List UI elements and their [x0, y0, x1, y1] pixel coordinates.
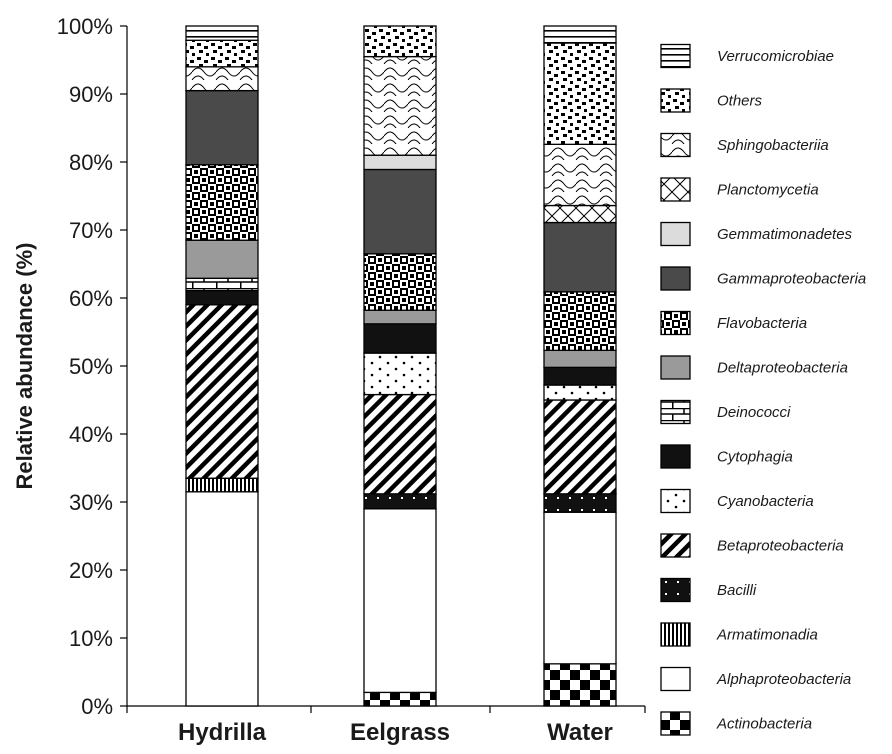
legend-swatch: [660, 88, 691, 113]
bar-segment: [363, 508, 437, 694]
y-tick-label: 60%: [69, 286, 113, 311]
bars: [185, 25, 617, 707]
legend-swatch: [660, 177, 691, 202]
y-tick-label: 40%: [69, 422, 113, 447]
bar-segment: [363, 493, 437, 510]
legend-label: Armatimonadia: [716, 627, 818, 644]
x-tick-label: Hydrilla: [178, 719, 267, 746]
y-tick-label: 30%: [69, 490, 113, 515]
bar-segment: [363, 168, 437, 255]
bar-segment: [363, 154, 437, 171]
bar-segment: [363, 323, 437, 354]
legend-label: Cyanobacteria: [717, 493, 814, 510]
bar-segment: [543, 291, 617, 352]
legend-swatch: [660, 488, 691, 514]
bar-segment: [185, 239, 259, 279]
legend-label: Planctomycetia: [717, 182, 819, 199]
bar-segment: [543, 25, 617, 44]
legend-label: Deinococci: [717, 404, 791, 421]
legend-swatch: [660, 221, 691, 247]
bar-segment: [363, 393, 437, 495]
legend: Verrucomicrobiae Others Sphingobacteriia Pl…: [660, 43, 866, 736]
bar-segment: [543, 221, 617, 293]
legend-label: Deltaproteobacteria: [717, 360, 848, 377]
bar-segment: [185, 491, 259, 707]
bar-segment: [185, 25, 259, 41]
bar-segment: [363, 691, 437, 707]
bar-segment: [185, 89, 259, 166]
legend-label: Others: [717, 93, 763, 110]
legend-swatch: [660, 132, 691, 158]
legend-label: Bacilli: [717, 582, 757, 599]
legend-swatch: [660, 533, 691, 558]
y-tick-label: 20%: [69, 558, 113, 583]
legend-label: Gemmatimonadetes: [717, 226, 853, 243]
y-tick-label: 70%: [69, 218, 113, 243]
bar-segment: [543, 384, 617, 401]
bar-segment: [363, 25, 437, 58]
bar-segment: [543, 366, 617, 386]
y-tick-label: 80%: [69, 150, 113, 175]
bar-segment: [543, 349, 617, 369]
bar-segment: [543, 493, 617, 513]
y-tick-label: 50%: [69, 354, 113, 379]
legend-swatch: [660, 43, 691, 69]
legend-swatch: [660, 622, 691, 647]
y-axis-label: Relative abundance (%): [12, 243, 37, 490]
bar-segment: [185, 304, 259, 479]
y-tick-label: 90%: [69, 82, 113, 107]
bar-segment: [185, 277, 259, 292]
x-tick-label: Eelgrass: [350, 719, 450, 746]
legend-swatch: [660, 355, 691, 380]
bar-segment: [185, 66, 259, 92]
legend-label: Alphaproteobacteria: [716, 671, 851, 688]
legend-label: Actinobacteria: [716, 716, 812, 733]
legend-label: Flavobacteria: [717, 315, 807, 332]
bar-segment: [185, 39, 259, 68]
bar-segment: [543, 42, 617, 145]
legend-swatch: [660, 666, 691, 692]
bar-segment: [363, 309, 437, 325]
legend-swatch: [660, 577, 691, 603]
bar-segment: [543, 511, 617, 665]
legend-swatch: [660, 444, 691, 469]
bar-segment: [543, 143, 617, 207]
x-tick-label: Water: [547, 719, 613, 746]
y-tick-label: 0%: [81, 694, 113, 719]
legend-label: Cytophagia: [717, 449, 793, 466]
bar-segment: [543, 204, 617, 224]
legend-swatch: [660, 266, 691, 291]
bar-segment: [363, 253, 437, 311]
y-tick-label: 100%: [57, 14, 113, 39]
legend-label: Gammaproteobacteria: [717, 271, 866, 288]
bar-segment: [185, 477, 259, 493]
legend-swatch: [660, 310, 691, 336]
legend-label: Sphingobacteriia: [717, 137, 829, 154]
bar-segment: [185, 164, 259, 241]
bar-segment: [363, 55, 437, 156]
bar-segment: [185, 289, 259, 306]
legend-swatch: [660, 711, 691, 736]
bar-segment: [543, 399, 617, 495]
axes: 0% 10% 20% 30% 40% 50% 60% 70% 80% 90% 100% Hydrill…: [12, 14, 646, 746]
bar-segment: [363, 352, 437, 396]
y-tick-label: 10%: [69, 626, 113, 651]
legend-label: Verrucomicrobiae: [717, 48, 834, 65]
legend-swatch: [660, 399, 691, 425]
bar-segment: [543, 663, 617, 707]
legend-label: Betaproteobacteria: [717, 538, 844, 555]
